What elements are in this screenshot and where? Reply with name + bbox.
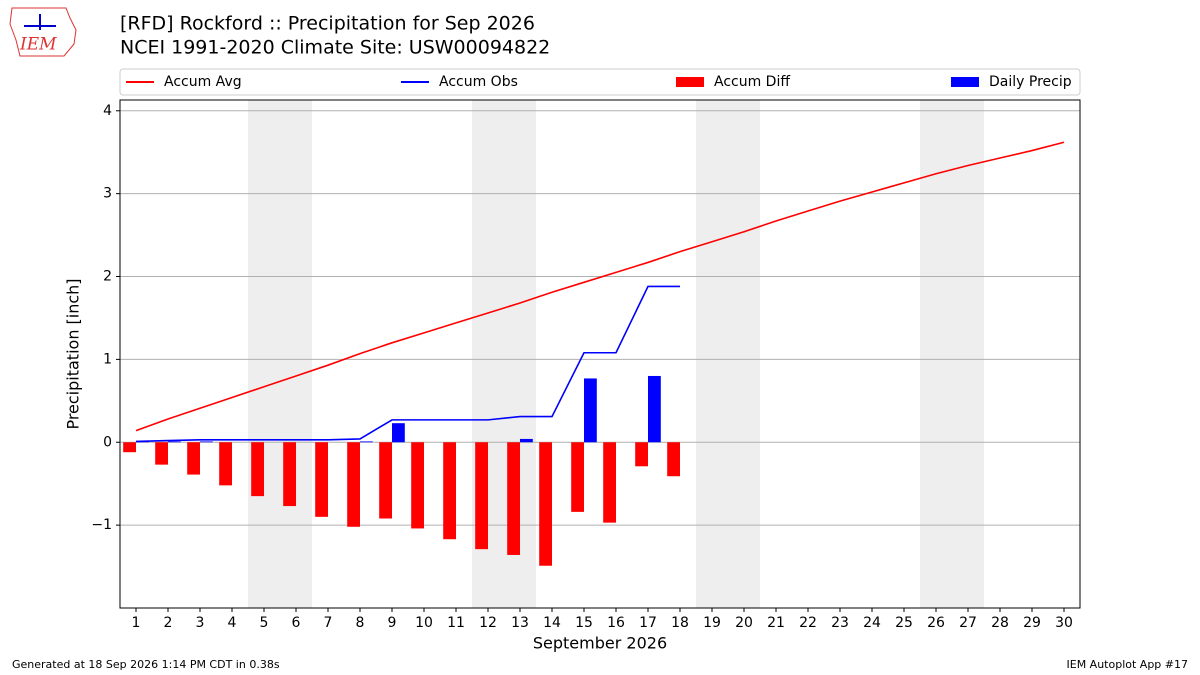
x-tick-label: 21 (767, 615, 785, 631)
y-tick-label: 2 (103, 269, 112, 285)
x-tick-label: 28 (991, 615, 1009, 631)
weekend-shading (248, 100, 984, 608)
legend-frame (119, 68, 1081, 96)
plot-frame (119, 99, 1081, 609)
x-tick-label: 10 (415, 615, 433, 631)
bar (667, 442, 680, 477)
x-tick-label: 9 (388, 615, 397, 631)
bar (283, 442, 296, 507)
bar (315, 442, 328, 517)
line (135, 285, 680, 443)
footer-left: Generated at 18 Sep 2026 1:14 PM CDT in … (12, 658, 280, 671)
bar (379, 442, 392, 519)
bar (584, 378, 597, 443)
bar (603, 442, 616, 523)
x-tick-label: 3 (196, 615, 205, 631)
x-tick-label: 24 (863, 615, 881, 631)
bar (123, 442, 136, 453)
bar (187, 442, 200, 475)
y-axis-label: Precipitation [inch] (64, 278, 83, 429)
x-tick-label: 14 (543, 615, 561, 631)
x-tick-label: 13 (511, 615, 529, 631)
bar (443, 442, 456, 540)
bar (507, 442, 520, 555)
bar (539, 442, 552, 566)
footer-right: IEM Autoplot App #17 (1067, 658, 1189, 671)
bar (347, 442, 360, 527)
weekend (248, 100, 312, 608)
bar (219, 442, 232, 486)
x-tick-label: 30 (1055, 615, 1073, 631)
bar (520, 438, 533, 443)
x-tick-label: 22 (799, 615, 817, 631)
legend-label: Accum Avg (164, 74, 242, 90)
logo-text: IEM (19, 35, 57, 55)
y-tick-label: −1 (91, 517, 112, 533)
chart-subtitle: NCEI 1991-2020 Climate Site: USW00094822 (120, 37, 550, 59)
x-tick-label: 4 (228, 615, 237, 631)
chart-title: [RFD] Rockford :: Precipitation for Sep … (120, 13, 535, 35)
x-tick-label: 25 (895, 615, 913, 631)
legend-swatch (951, 77, 979, 87)
legend-label: Accum Diff (714, 74, 790, 90)
bar (648, 375, 661, 443)
x-tick-label: 5 (260, 615, 269, 631)
x-tick-label: 6 (292, 615, 301, 631)
x-tick-label: 27 (959, 615, 977, 631)
bar (392, 423, 405, 443)
x-tick-label: 23 (831, 615, 849, 631)
x-tick-label: 8 (356, 615, 365, 631)
bar (251, 442, 264, 497)
bar (635, 442, 648, 467)
weekend (920, 100, 984, 608)
logo-outline (9, 7, 77, 57)
x-axis-label: September 2026 (533, 634, 667, 653)
x-tick-label: 17 (639, 615, 657, 631)
x-tick-label: 20 (735, 615, 753, 631)
bar (360, 441, 373, 443)
x-tick-label: 15 (575, 615, 593, 631)
weekend (696, 100, 760, 608)
logo: IEM (9, 7, 77, 57)
y-tick-label: 3 (103, 186, 112, 202)
y-tick-label: 1 (103, 351, 112, 367)
x-tick-label: 12 (479, 615, 497, 631)
y-tick-label: 4 (103, 103, 112, 119)
x-tick-label: 29 (1023, 615, 1041, 631)
bar (200, 441, 213, 443)
x-tick-label: 7 (324, 615, 333, 631)
bar (155, 442, 168, 465)
x-tick-label: 19 (703, 615, 721, 631)
legend-label: Accum Obs (439, 74, 518, 90)
x-tick-label: 16 (607, 615, 625, 631)
x-tick-label: 11 (447, 615, 465, 631)
x-tick-label: 26 (927, 615, 945, 631)
x-tick-label: 1 (132, 615, 141, 631)
x-tick-label: 2 (164, 615, 173, 631)
bar (475, 442, 488, 550)
legend-swatch (676, 77, 704, 87)
legend-label: Daily Precip (989, 74, 1072, 90)
bar (411, 442, 424, 529)
bar (168, 441, 181, 443)
bar (571, 442, 584, 512)
line (135, 141, 1065, 432)
x-tick-label: 18 (671, 615, 689, 631)
y-tick-label: 0 (103, 434, 112, 450)
